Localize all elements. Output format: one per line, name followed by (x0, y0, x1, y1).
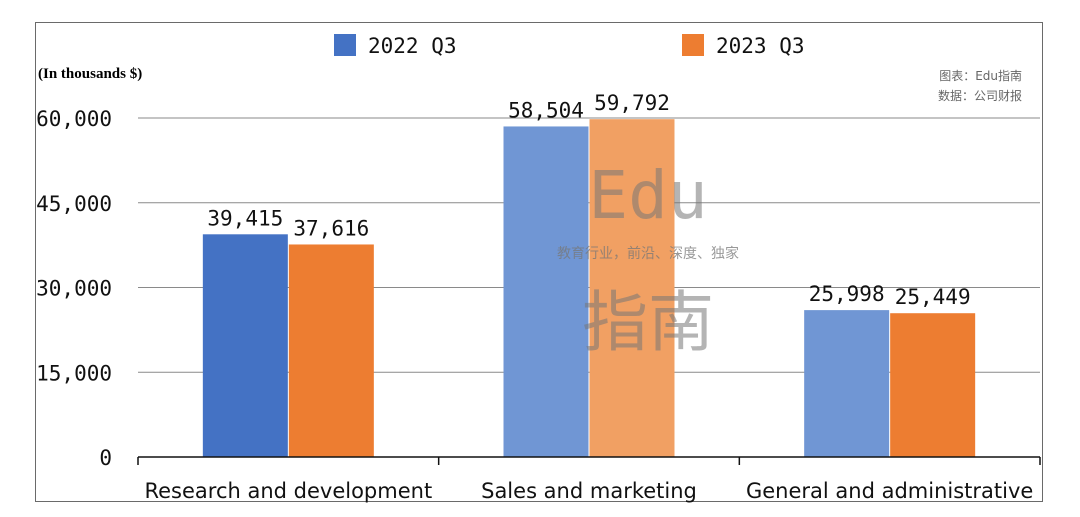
y-tick-label: 30,000 (36, 277, 112, 301)
data-label: 58,504 (508, 98, 584, 122)
watermark-logo-bottom: 指南 (582, 284, 714, 361)
gridlines (138, 117, 1040, 373)
y-tick-label: 15,000 (36, 361, 112, 385)
category-labels: Research and development Sales and market… (144, 479, 1033, 503)
legend-swatch (334, 34, 356, 56)
bar-2023-q3 (589, 119, 675, 457)
category-label: Research and development (144, 479, 432, 503)
data-label: 59,792 (594, 91, 670, 115)
y-tick-label: 45,000 (36, 192, 112, 216)
unit-label: (In thousands $) (38, 66, 142, 82)
legend: 2022 Q3 2023 Q3 (334, 34, 805, 58)
data-labels: 39,415 37,616 58,504 59,792 25,998 25,449 (207, 91, 970, 309)
y-axis-ticks: 0 15,000 30,000 45,000 60,000 (36, 107, 112, 470)
category-label: General and administrative (746, 479, 1033, 503)
legend-swatch (682, 34, 704, 56)
chart-credit: 图表：Edu指南 (939, 68, 1022, 83)
y-tick-label: 60,000 (36, 107, 112, 131)
bar-2022-q3 (503, 126, 589, 458)
bar-2023-q3 (288, 244, 374, 457)
watermark: Edu 教育行业，前沿、深度、独家 指南 (557, 157, 739, 361)
bar-2022-q3 (202, 234, 288, 457)
data-label: 25,998 (809, 282, 885, 306)
y-tick-label: 0 (99, 446, 112, 470)
category-label: Sales and marketing (481, 479, 697, 503)
bar-2023-q3 (890, 313, 976, 457)
data-label: 25,449 (895, 285, 971, 309)
category-ticks (137, 457, 1041, 465)
data-credit: 数据：公司财报 (938, 88, 1022, 103)
data-label: 37,616 (293, 216, 369, 240)
bar-2022-q3 (804, 310, 890, 457)
legend-label: 2022 Q3 (368, 34, 457, 58)
watermark-logo-top: Edu (588, 157, 707, 234)
legend-label: 2023 Q3 (716, 34, 805, 58)
bars (202, 119, 976, 458)
watermark-tagline: 教育行业，前沿、深度、独家 (557, 245, 739, 262)
data-label: 39,415 (207, 206, 283, 230)
